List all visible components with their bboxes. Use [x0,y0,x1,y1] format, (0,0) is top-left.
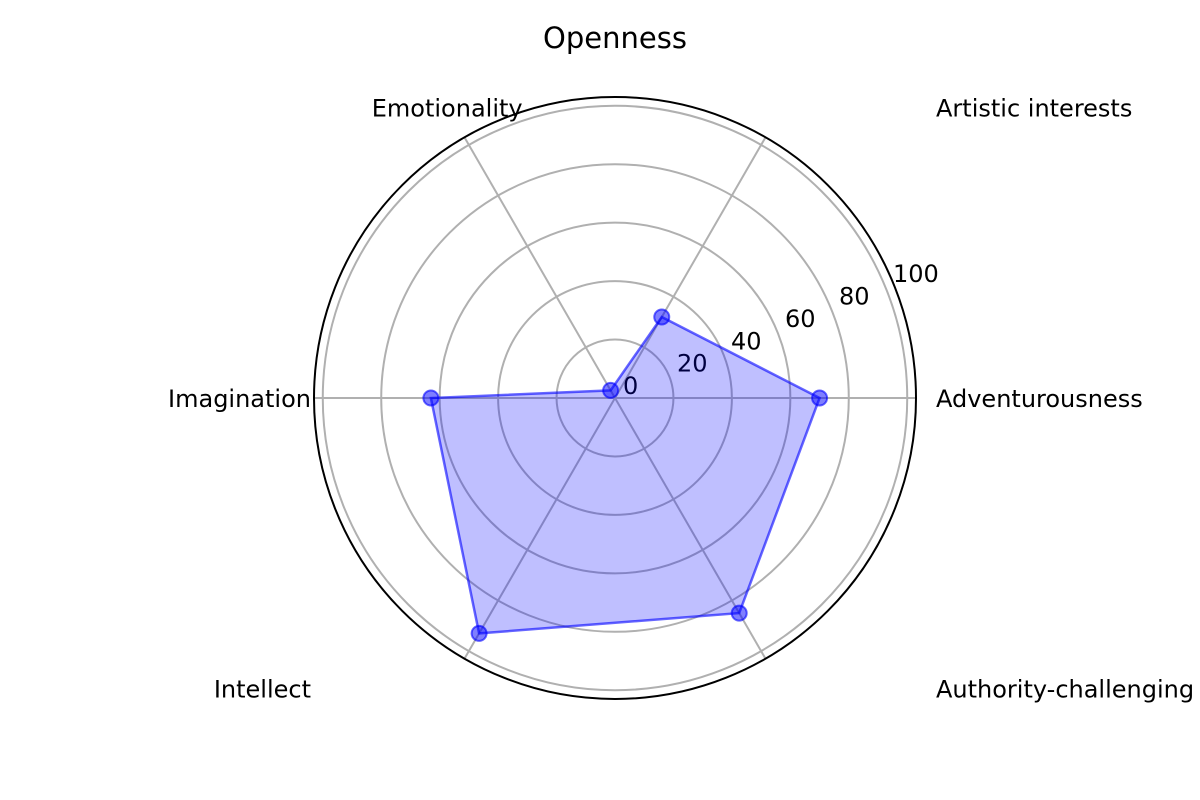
data-point-intellect [470,624,488,642]
category-label: Artistic interests [936,94,1132,122]
chart-title: Openness [543,21,687,55]
radial-tick-label: 100 [893,260,939,288]
spoke-2 [463,136,616,399]
spoke-1 [614,136,767,399]
radial-tick-label: 40 [731,327,762,355]
radial-ticks: 0 20 40 60 80 100 [623,260,939,400]
category-labels: Adventurousness Artistic interests Emotion… [168,94,1194,703]
category-label: Intellect [214,676,311,704]
spoke-4 [463,397,616,660]
data-point-artistic-interests [653,308,671,326]
data-point-adventurousness [811,389,829,407]
category-label: Emotionality [372,94,523,122]
category-label: Imagination [168,385,311,413]
radial-tick-label: 0 [623,372,638,400]
data-point-imagination [422,389,440,407]
category-label: Authority-challenging [936,676,1194,704]
data-point-authority-challenging [730,604,748,622]
data-layer [422,308,829,642]
series-area [429,315,822,635]
radial-tick-label: 80 [839,283,870,311]
polar-frame [313,96,917,700]
data-point-emotionality [602,381,620,399]
radial-tick-label: 20 [677,350,708,378]
category-label: Adventurousness [936,385,1143,413]
radial-tick-label: 60 [785,305,816,333]
